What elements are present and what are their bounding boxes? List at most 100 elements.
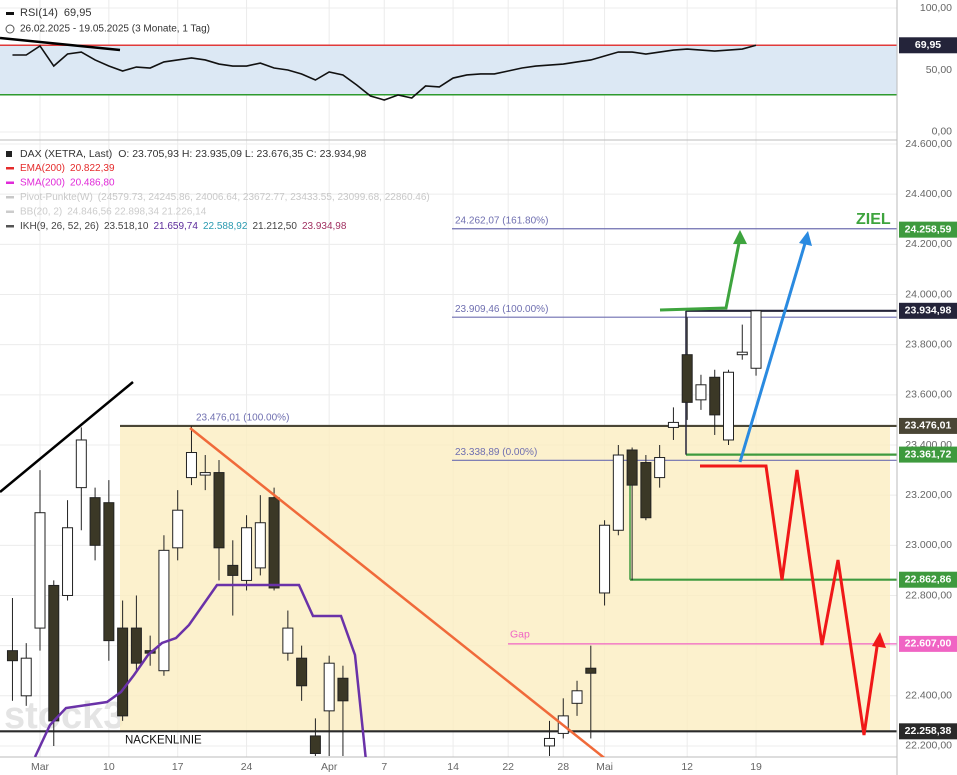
candle-body [117,627,129,717]
y-tick-label: 22.200,00 [905,740,952,752]
annotation: Gap [510,629,530,641]
price-tag [899,417,957,434]
price-tag-label: 24.258,59 [905,223,952,235]
candle-body [309,735,321,754]
candle-body [241,527,253,581]
x-tick-label: 22 [502,761,514,773]
candle-body [323,662,335,712]
candle-body [254,522,266,569]
legend-icon [6,181,14,184]
candle-body [282,627,294,654]
x-tick-label: Apr [321,761,338,773]
candle-body [654,457,666,479]
indicator-value: 20.822,39 [70,163,115,174]
indicator-legend: Pivot-Punkte(W) (24579.73, 24245.86, 2400… [20,192,430,203]
annotation: ZIEL [856,211,891,228]
indicator-legend: BB(20, 2) 24.846,56 22.898,34 21.226,14 [20,206,207,217]
x-tick-label: 24 [241,761,253,773]
y-tick-label: 100,00 [920,2,952,14]
candle-body [571,690,583,704]
series-value: 69,95 [64,7,92,19]
x-tick-label: 10 [103,761,115,773]
series-name: DAX (XETRA, Last) [20,148,112,160]
price-tag [899,302,957,319]
scenario-arrow [738,239,808,463]
candle-body [681,354,693,403]
y-tick-label: 24.200,00 [905,238,952,250]
scenario-arrow [659,237,742,312]
candle-body [130,627,142,664]
rsi-legend: RSI(14) 69,95 [20,7,91,19]
indicator-name: EMA(200) [20,163,65,174]
x-tick-label: 7 [381,761,387,773]
drawings [0,230,886,757]
candle-body [736,351,748,356]
x-tick-label: 12 [681,761,693,773]
candle-body [103,502,115,642]
candle-body [695,384,707,401]
rsi-line [12,44,757,101]
indicator-legend: EMA(200) 20.822,39 [20,163,115,174]
candle-body [626,449,638,486]
legend-icon [6,225,14,228]
price-tag-label: 23.934,98 [905,305,952,317]
legend-icon [6,12,14,15]
price-tag-label: 22.607,00 [905,638,952,650]
candle-body [612,454,624,531]
price-tag-label: 23.361,72 [905,448,952,460]
price-tag [899,446,957,463]
candle-body [75,439,87,489]
x-tick-label: 28 [557,761,569,773]
overlay: RSI(14) 69,95 26.02.2025 - 19.05.2025 (3 … [5,2,957,773]
price-tag-label: 69,95 [915,39,941,51]
x-tick-label: Mar [31,761,50,773]
candle-body [213,472,225,549]
x-tick-label: 19 [750,761,762,773]
price-tag [899,571,957,588]
indicator-value: 20.486,80 [70,177,115,188]
candle-body [20,657,32,697]
price-tag [899,635,957,652]
y-tick-label: 22.800,00 [905,589,952,601]
annotation: NACKENLINIE [125,734,202,746]
series-name: RSI(14) [20,7,58,19]
fib-label: 23.338,89 (0.00%) [455,447,537,458]
candle-body [709,376,721,416]
candle-body [599,524,611,594]
indicator-value: 21.212,50 [252,221,297,232]
clock-icon [5,24,15,34]
candle-body [6,650,18,662]
candle-body [585,667,597,674]
candle-body [227,564,239,576]
indicator-name: SMA(200) [20,177,65,188]
candle-body [723,371,734,441]
price-tag-label: 23.476,01 [905,420,952,432]
indicator-value: 23.518,10 [104,221,149,232]
y-tick-label: 24.000,00 [905,288,952,300]
candle-body [199,472,211,476]
price-tag [899,221,957,238]
candle-body [172,509,184,549]
indicator-value: 21.659,74 [153,221,198,232]
indicator-value: 23.934,98 [302,221,347,232]
price-tag [899,723,957,740]
trend-line [0,381,134,493]
indicator-name: Pivot-Punkte(W) [20,192,93,203]
price-tag-label: 22.862,86 [905,573,952,585]
legend-icon [6,210,14,213]
arrow-head [799,231,812,246]
x-tick-label: Mai [596,761,613,773]
candle-body [62,527,74,596]
rsi-band [0,45,897,95]
y-tick-label: 23.800,00 [905,338,952,350]
fib-label: 23.476,01 (100.00%) [196,413,289,424]
y-tick-label: 0,00 [932,126,953,138]
price-tag [899,37,957,54]
arrow-head [872,632,886,648]
rsi-trend-line [0,36,121,52]
candle-body [640,462,652,519]
ikh-line [33,583,367,757]
candle-body [543,737,555,747]
